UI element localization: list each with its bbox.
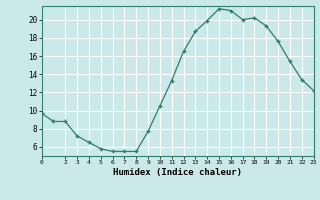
- X-axis label: Humidex (Indice chaleur): Humidex (Indice chaleur): [113, 168, 242, 177]
